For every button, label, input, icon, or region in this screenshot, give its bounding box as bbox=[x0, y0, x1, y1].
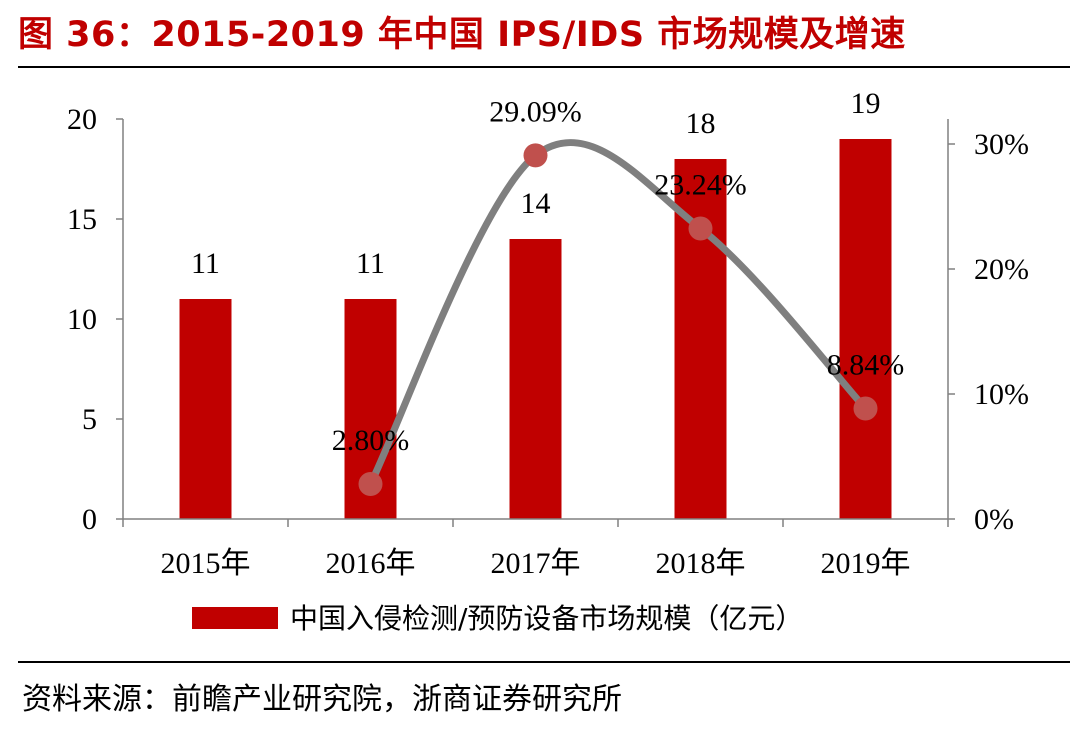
x-tick-label-1: 2016年 bbox=[326, 547, 416, 580]
growth-marker-3 bbox=[688, 216, 713, 241]
legend-label: 中国入侵检测/预防设备市场规模（亿元） bbox=[290, 602, 803, 635]
y-right-tick-label-0: 0% bbox=[974, 503, 1014, 536]
growth-label-4: 8.84% bbox=[827, 349, 905, 382]
figure-title: 图 36：2015-2019 年中国 IPS/IDS 市场规模及增速 bbox=[18, 15, 906, 55]
growth-label-2: 29.09% bbox=[489, 95, 582, 128]
bar-label-3: 18 bbox=[686, 107, 716, 140]
title-rule bbox=[18, 66, 1070, 68]
x-tick-label-0: 2015年 bbox=[161, 547, 251, 580]
bar-label-4: 19 bbox=[851, 87, 881, 120]
bar-label-0: 11 bbox=[191, 247, 220, 280]
growth-line bbox=[367, 139, 869, 488]
growth-label-3: 23.24% bbox=[654, 169, 747, 202]
y-right-tick-label-1: 10% bbox=[974, 378, 1029, 411]
growth-marker-1 bbox=[358, 472, 383, 496]
bar-2 bbox=[509, 239, 562, 519]
chart-axes: 0 5 10 15 20 0% 10% 20% 30% 2015年 2016年 2017年 2018年 2… bbox=[67, 103, 1029, 580]
bar-0 bbox=[179, 299, 232, 519]
y-left-tick-label-1: 5 bbox=[82, 403, 97, 436]
legend-swatch bbox=[192, 607, 278, 629]
y-left-tick-label-0: 0 bbox=[82, 503, 97, 536]
x-tick-label-2: 2017年 bbox=[491, 547, 581, 580]
source-rule bbox=[18, 661, 1070, 663]
y-right-tick-label-3: 30% bbox=[974, 128, 1029, 161]
y-left-tick-label-3: 15 bbox=[67, 203, 97, 236]
source-note: 资料来源：前瞻产业研究院，浙商证券研究所 bbox=[22, 682, 622, 717]
y-right-tick-label-2: 20% bbox=[974, 253, 1029, 286]
y-left-tick-label-2: 10 bbox=[67, 303, 97, 336]
y-left-tick-label-4: 20 bbox=[67, 103, 97, 136]
bar-4 bbox=[839, 139, 892, 519]
x-tick-label-4: 2019年 bbox=[821, 547, 911, 580]
bar-label-1: 11 bbox=[356, 247, 385, 280]
legend: 中国入侵检测/预防设备市场规模（亿元） bbox=[192, 602, 803, 635]
growth-marker-4 bbox=[853, 396, 878, 421]
bar-label-2: 14 bbox=[521, 187, 551, 220]
x-tick-label-3: 2018年 bbox=[656, 547, 746, 580]
growth-marker-2 bbox=[523, 143, 548, 168]
line-series bbox=[358, 139, 878, 496]
growth-label-1: 2.80% bbox=[332, 424, 410, 457]
data-labels: 11 11 14 18 19 2.80% 29.09% 23.24% 8.84% bbox=[191, 87, 904, 457]
